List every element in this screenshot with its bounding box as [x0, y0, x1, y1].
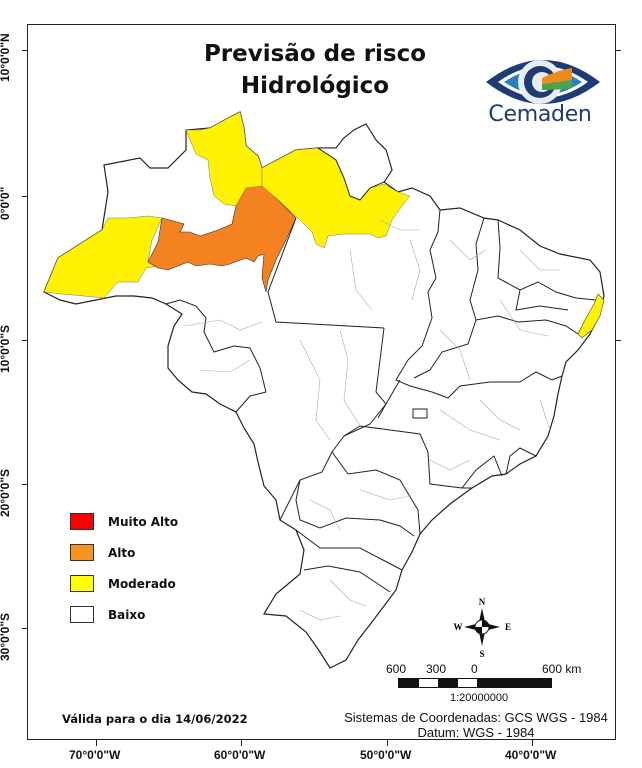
- legend-item-alto: Alto: [70, 537, 178, 568]
- map-title: Previsão de risco Hidrológico: [150, 38, 480, 102]
- lat-tick-right-10s: [615, 340, 621, 341]
- lat-tick-10n: [22, 50, 28, 51]
- swatch-baixo: [70, 606, 94, 623]
- lat-tick-0: [22, 196, 28, 197]
- lat-tick-20s: [22, 484, 28, 485]
- lat-tick-30s: [22, 628, 28, 629]
- datum: Datum: WGS - 1984: [417, 725, 535, 740]
- lat-tick-right-10n: [615, 50, 621, 51]
- compass-e: E: [505, 622, 511, 632]
- scale-label-600: 600: [386, 662, 407, 676]
- swatch-alto: [70, 544, 94, 561]
- state-boundaries: [165, 209, 597, 593]
- lon-label-50w: 50°0'0"W: [360, 748, 412, 762]
- legend-label: Baixo: [108, 607, 146, 622]
- legend-item-muito-alto: Muito Alto: [70, 506, 178, 537]
- lon-label-70w: 70°0'0"W: [69, 748, 121, 762]
- lon-tick-50w: [387, 740, 388, 746]
- mesoregion-boundaries: [183, 219, 560, 621]
- title-line-1: Previsão de risco: [203, 41, 427, 67]
- scale-label-0: 0: [471, 662, 478, 676]
- valid-date: Válida para o dia 14/06/2022: [62, 712, 248, 726]
- cemaden-logo-text: Cemaden: [488, 102, 592, 127]
- compass-n: N: [479, 597, 486, 607]
- scale-bar: [398, 678, 552, 688]
- lat-tick-10s: [22, 340, 28, 341]
- region-alto-central-amazonas: [147, 183, 297, 293]
- lon-tick-70w: [96, 740, 97, 746]
- legend-item-moderado: Moderado: [70, 568, 178, 599]
- scale-ratio: 1:20000000: [450, 692, 509, 704]
- title-line-2: Hidrológico: [240, 73, 390, 99]
- swatch-moderado: [70, 575, 94, 592]
- cemaden-logo-icon: [486, 60, 600, 104]
- scale-label-600km: 600 km: [542, 662, 582, 676]
- lon-tick-60w: [241, 740, 242, 746]
- coordinate-system: Sistemas de Coordenadas: GCS WGS - 1984: [344, 710, 608, 725]
- legend-item-baixo: Baixo: [70, 599, 178, 630]
- region-amapa: [316, 123, 393, 201]
- swatch-muito-alto: [70, 513, 94, 530]
- legend: Muito Alto Alto Moderado Baixo: [70, 506, 178, 630]
- lon-label-60w: 60°0'0"W: [214, 748, 266, 762]
- legend-label: Moderado: [108, 576, 176, 591]
- compass-s: S: [479, 649, 484, 658]
- federal-district: [412, 408, 428, 419]
- legend-label: Muito Alto: [108, 514, 179, 529]
- north-arrow-compass-icon: N S W E: [454, 597, 512, 658]
- scale-label-300: 300: [426, 662, 447, 676]
- lon-label-40w: 40°0'0"W: [505, 748, 557, 762]
- region-moderado-east-coast: [577, 293, 605, 339]
- compass-w: W: [454, 622, 463, 632]
- legend-label: Alto: [108, 545, 136, 560]
- coordinate-info: Sistemas de Coordenadas: GCS WGS - 1984 …: [340, 710, 612, 740]
- lon-tick-40w: [532, 740, 533, 746]
